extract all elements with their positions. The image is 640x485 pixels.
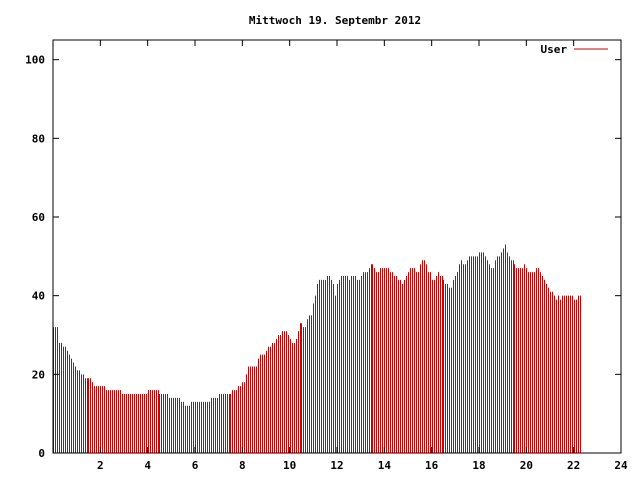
y-tick-label: 0 [38, 447, 45, 460]
x-tick-label: 14 [378, 459, 392, 472]
x-axis: 2 4 6 8 10 12 14 16 18 20 22 24 [97, 40, 628, 472]
x-tick-label: 4 [144, 459, 151, 472]
x-tick-label: 18 [472, 459, 485, 472]
y-tick-label: 40 [32, 290, 45, 303]
legend-label: User [541, 43, 568, 56]
chart-title: Mittwoch 19. Septembr 2012 [249, 14, 421, 27]
x-tick-label: 10 [283, 459, 296, 472]
x-tick-label: 12 [330, 459, 343, 472]
x-tick-label: 8 [239, 459, 246, 472]
x-tick-label: 22 [567, 459, 580, 472]
x-tick-label: 16 [425, 459, 439, 472]
x-tick-label: 6 [192, 459, 199, 472]
y-tick-label: 60 [32, 211, 45, 224]
legend: User [541, 43, 608, 56]
x-tick-label: 2 [97, 459, 104, 472]
x-tick-label: 20 [520, 459, 533, 472]
y-tick-label: 100 [25, 54, 45, 67]
y-tick-label: 80 [32, 132, 45, 145]
y-tick-label: 20 [32, 368, 45, 381]
y-axis: 0 20 40 60 80 100 [25, 54, 621, 460]
x-tick-label: 24 [614, 459, 628, 472]
bars-group [53, 244, 581, 453]
